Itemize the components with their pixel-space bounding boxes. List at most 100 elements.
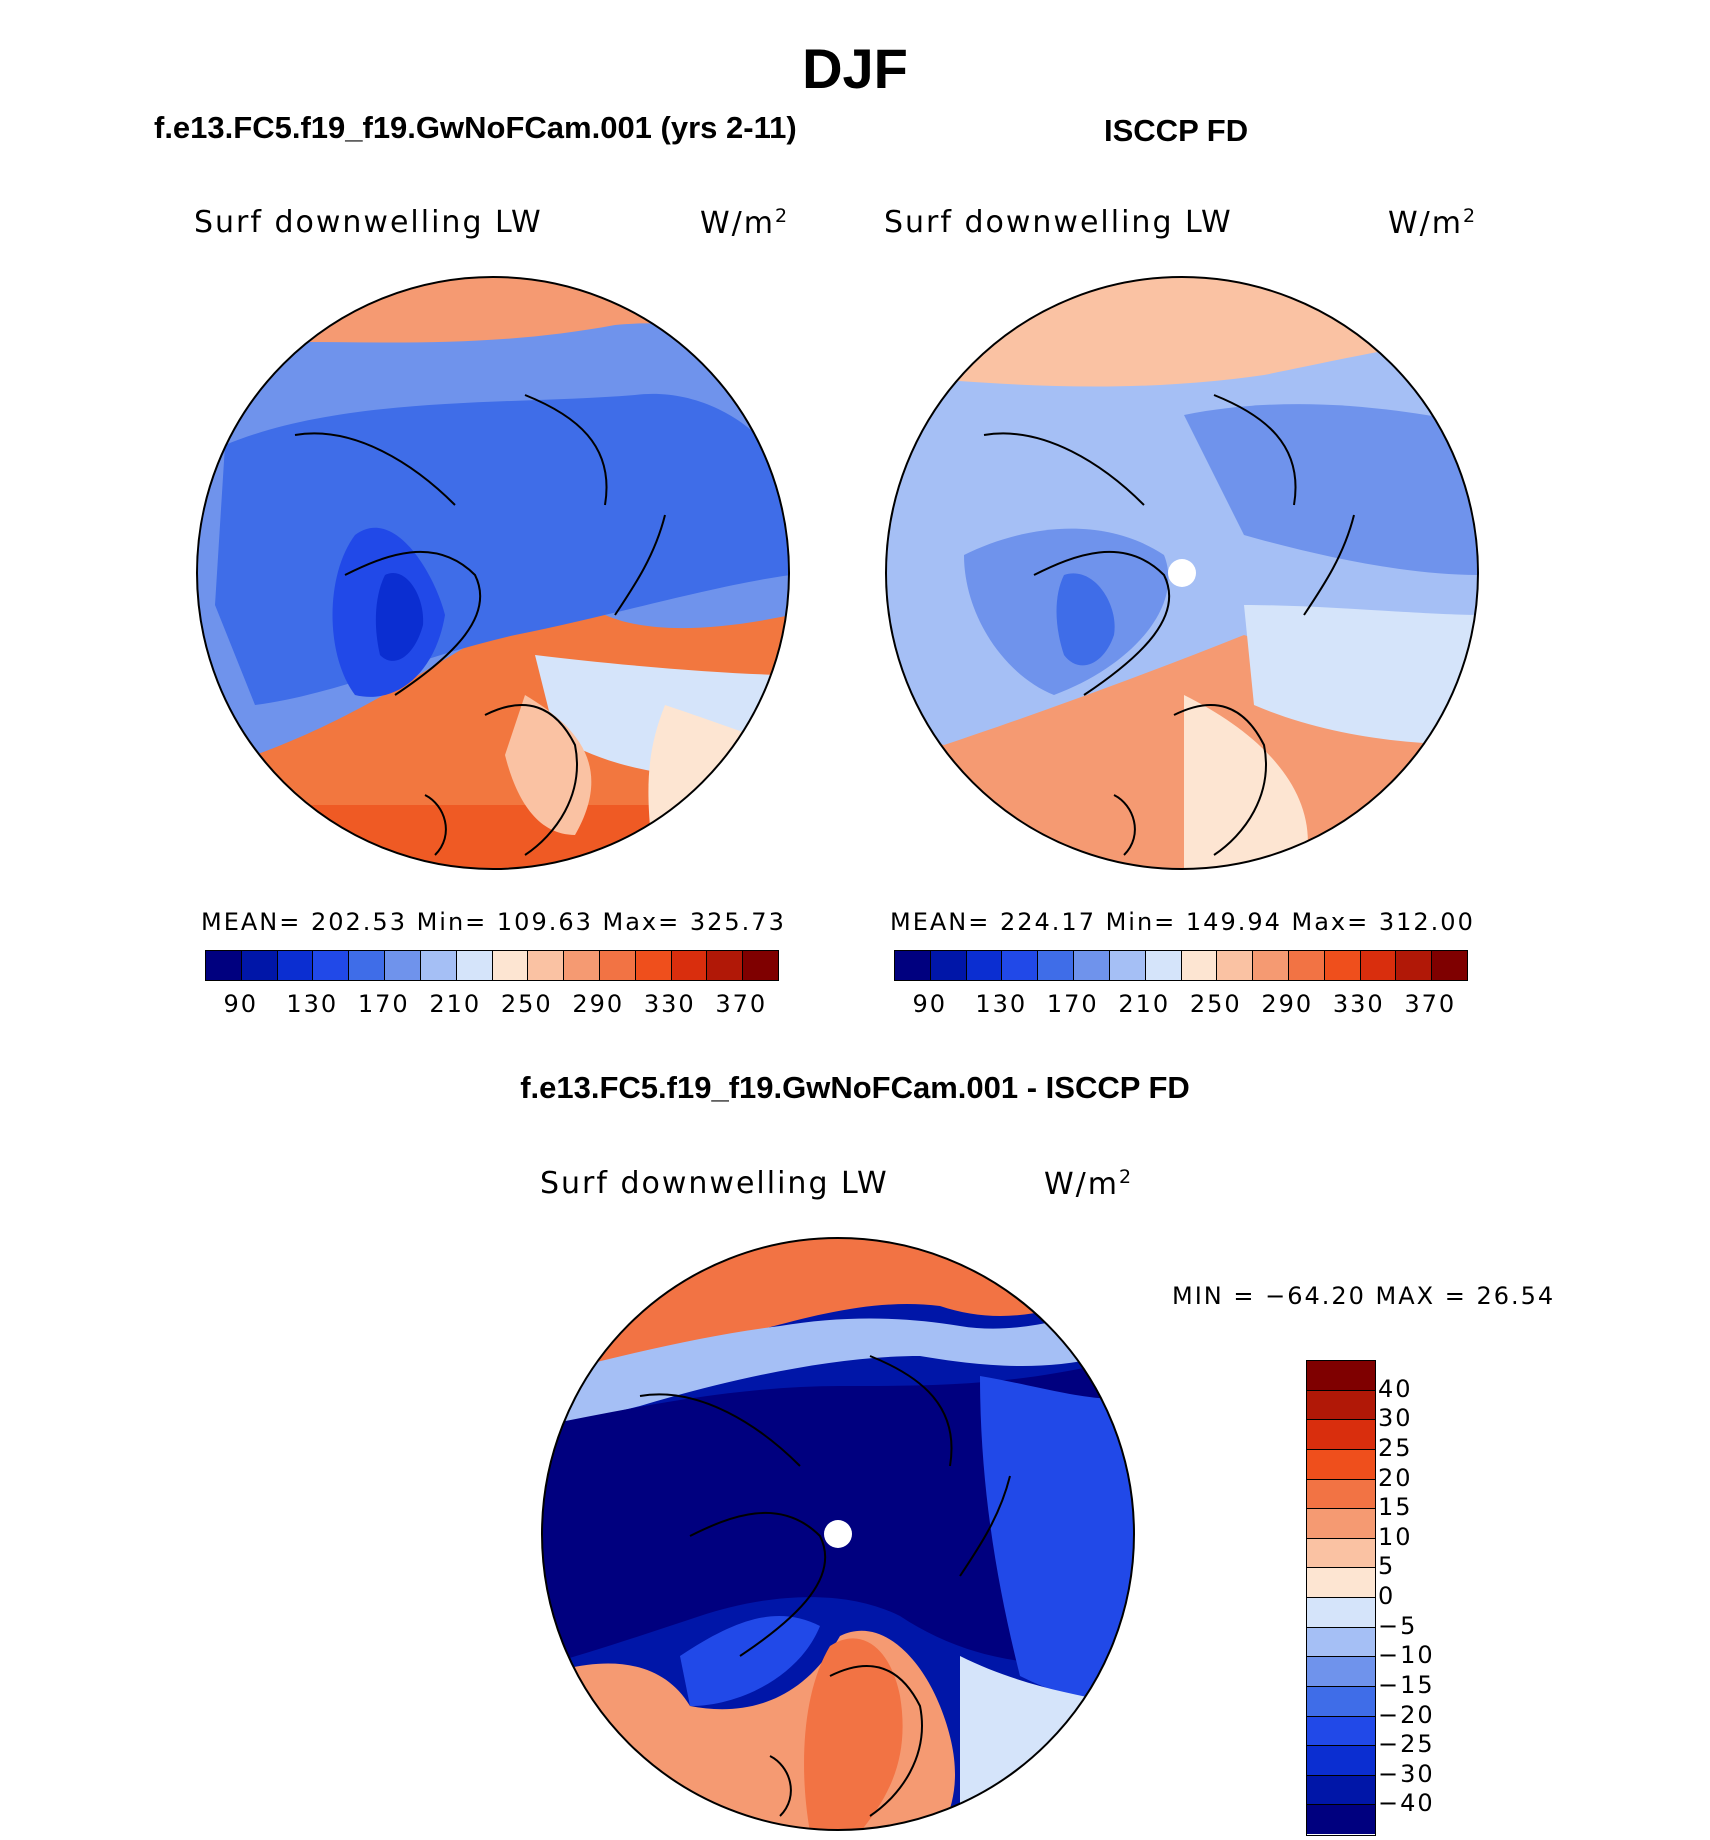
model-units-label: W/m2 [700, 205, 790, 241]
colorbar-tick-label: 210 [1118, 990, 1171, 1018]
figure-title: DJF [802, 37, 908, 100]
obs-stats: MEAN= 224.17 Min= 149.94 Max= 312.00 [890, 908, 1475, 936]
diff-polar-map [541, 1237, 1135, 1831]
colorbar-swatch [707, 951, 744, 980]
colorbar-tick-label: −20 [1378, 1700, 1435, 1729]
colorbar-swatch [1307, 1568, 1375, 1598]
obs-variable-label: Surf downwelling LW [884, 205, 1233, 240]
colorbar-tick-label: 170 [1046, 990, 1099, 1018]
colorbar-swatch [1288, 951, 1325, 980]
colorbar-tick-label: 130 [286, 990, 339, 1018]
diff-stats: MIN = −64.20 MAX = 26.54 [1172, 1282, 1556, 1310]
colorbar-swatch [1307, 1598, 1375, 1628]
colorbar-swatch [1253, 951, 1289, 980]
colorbar-swatch [1307, 1420, 1375, 1450]
model-variable-label: Surf downwelling LW [194, 205, 543, 240]
colorbar-tick-label: 210 [429, 990, 482, 1018]
colorbar-swatch [743, 951, 778, 980]
colorbar-swatch [1181, 951, 1218, 980]
colorbar-swatch [313, 951, 350, 980]
colorbar-tick-label: −5 [1378, 1611, 1418, 1640]
model-stats: MEAN= 202.53 Min= 109.63 Max= 325.73 [201, 908, 786, 936]
colorbar-swatch [1360, 951, 1397, 980]
colorbar-tick-label: 290 [572, 990, 625, 1018]
colorbar-tick-label: 330 [643, 990, 696, 1018]
colorbar-swatch [966, 951, 1003, 980]
obs-colorbar [894, 950, 1468, 981]
colorbar-swatch [1074, 951, 1110, 980]
colorbar-tick-label: −15 [1378, 1670, 1435, 1699]
colorbar-swatch [1307, 1627, 1375, 1658]
colorbar-tick-label: 330 [1332, 990, 1385, 1018]
colorbar-swatch [564, 951, 600, 980]
colorbar-tick-label: 0 [1378, 1582, 1396, 1610]
colorbar-swatch [1307, 1449, 1375, 1480]
colorbar-tick-label: −40 [1378, 1789, 1435, 1818]
colorbar-tick-label: 20 [1378, 1463, 1413, 1492]
colorbar-swatch [1432, 951, 1467, 980]
colorbar-swatch [206, 951, 242, 980]
colorbar-swatch [420, 951, 457, 980]
colorbar-tick-label: 290 [1261, 990, 1314, 1018]
colorbar-swatch [492, 951, 529, 980]
colorbar-tick-label: 370 [1404, 990, 1457, 1018]
colorbar-swatch [277, 951, 314, 980]
colorbar-swatch [1307, 1686, 1375, 1717]
colorbar-tick-label: 250 [500, 990, 553, 1018]
colorbar-swatch [1307, 1805, 1375, 1834]
colorbar-swatch [1324, 951, 1361, 980]
colorbar-tick-label: 40 [1378, 1374, 1413, 1403]
colorbar-swatch [1038, 951, 1075, 980]
diff-units-label: W/m2 [1044, 1166, 1134, 1202]
colorbar-swatch [1307, 1390, 1375, 1421]
colorbar-swatch [385, 951, 421, 980]
colorbar-swatch [1307, 1775, 1375, 1806]
colorbar-swatch [1307, 1746, 1375, 1776]
colorbar-swatch [1396, 951, 1433, 980]
colorbar-swatch [1307, 1716, 1375, 1747]
colorbar-swatch [671, 951, 708, 980]
diff-colorbar [1306, 1360, 1376, 1836]
colorbar-tick-label: 90 [223, 990, 259, 1018]
colorbar-swatch [1307, 1538, 1375, 1569]
obs-panel-title: ISCCP FD [1104, 113, 1249, 148]
diff-variable-label: Surf downwelling LW [540, 1166, 889, 1201]
model-colorbar-ticks: 90 130 170 210 250 290 330 370 [205, 990, 777, 1020]
diff-panel-title: f.e13.FC5.f19_f19.GwNoFCam.001 - ISCCP F… [520, 1070, 1190, 1105]
colorbar-tick-label: 15 [1378, 1493, 1413, 1522]
colorbar-swatch [1307, 1509, 1375, 1539]
colorbar-tick-label: −25 [1378, 1730, 1435, 1759]
colorbar-swatch [895, 951, 931, 980]
model-colorbar [205, 950, 779, 981]
colorbar-swatch [930, 951, 967, 980]
colorbar-tick-label: 130 [975, 990, 1028, 1018]
colorbar-swatch [1217, 951, 1254, 980]
colorbar-tick-label: 90 [912, 990, 948, 1018]
colorbar-tick-label: −30 [1378, 1759, 1435, 1788]
colorbar-swatch [349, 951, 386, 980]
colorbar-tick-label: 250 [1189, 990, 1242, 1018]
colorbar-swatch [1002, 951, 1039, 980]
obs-colorbar-ticks: 90 130 170 210 250 290 330 370 [894, 990, 1466, 1020]
colorbar-swatch [1307, 1657, 1375, 1687]
model-panel-title: f.e13.FC5.f19_f19.GwNoFCam.001 (yrs 2-11… [154, 110, 797, 145]
colorbar-swatch [1145, 951, 1182, 980]
colorbar-swatch [528, 951, 565, 980]
colorbar-tick-label: 30 [1378, 1404, 1413, 1433]
colorbar-swatch [241, 951, 278, 980]
colorbar-tick-label: −10 [1378, 1641, 1435, 1670]
colorbar-tick-label: 5 [1378, 1552, 1396, 1581]
colorbar-tick-label: 170 [357, 990, 410, 1018]
obs-polar-map [885, 276, 1479, 870]
colorbar-tick-label: 370 [715, 990, 768, 1018]
colorbar-swatch [1109, 951, 1146, 980]
colorbar-swatch [635, 951, 672, 980]
colorbar-tick-label: 25 [1378, 1433, 1413, 1462]
obs-units-label: W/m2 [1388, 205, 1478, 241]
colorbar-swatch [1307, 1479, 1375, 1510]
colorbar-swatch [1307, 1361, 1375, 1391]
colorbar-swatch [599, 951, 636, 980]
colorbar-tick-label: 10 [1378, 1522, 1413, 1551]
colorbar-swatch [456, 951, 493, 980]
model-polar-map [196, 276, 790, 870]
